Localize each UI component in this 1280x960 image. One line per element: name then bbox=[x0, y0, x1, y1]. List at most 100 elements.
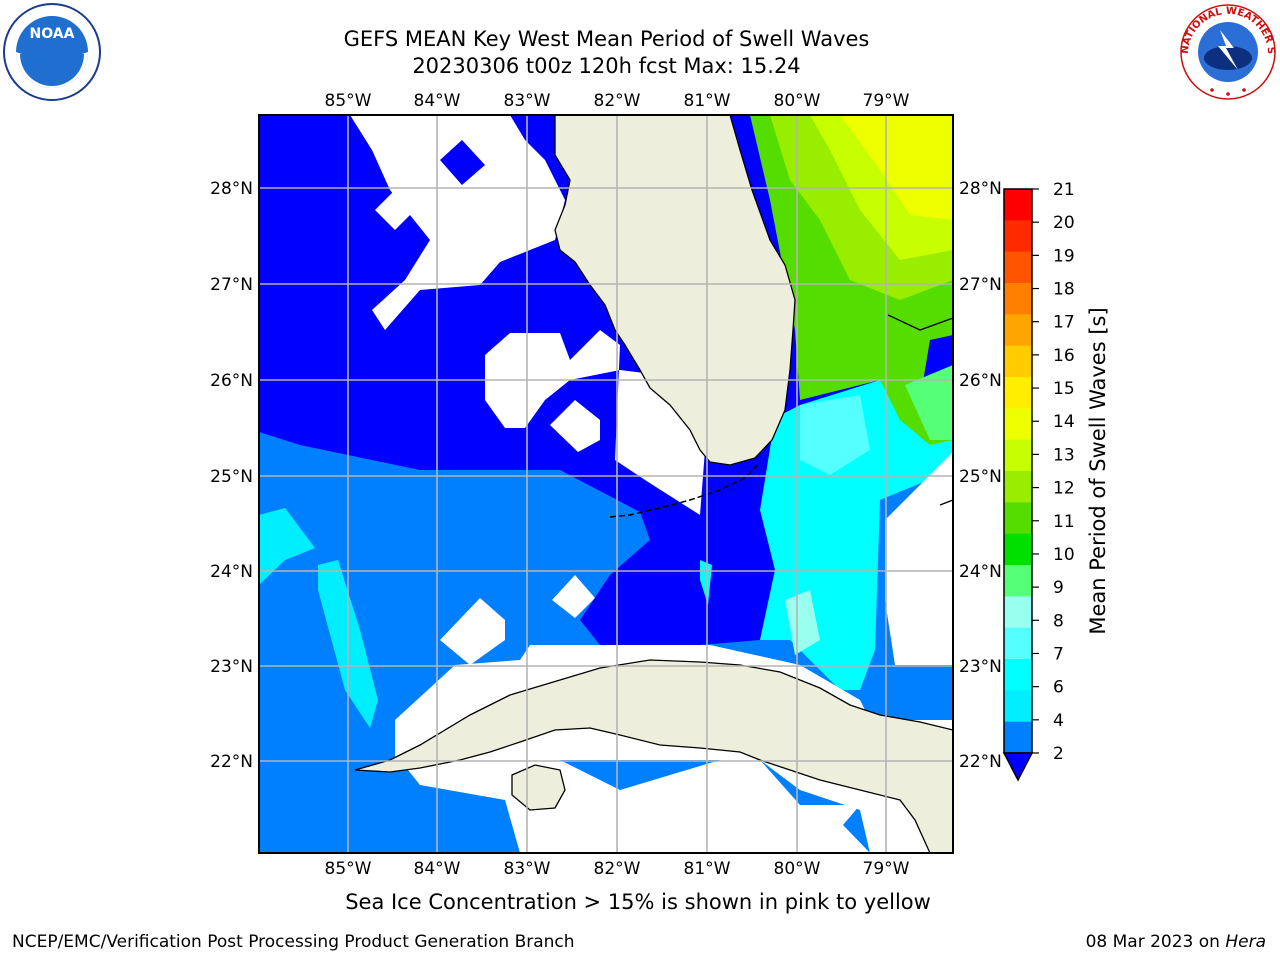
no-data-diamond-2 bbox=[550, 400, 600, 452]
lon-label: 81°W bbox=[684, 91, 731, 111]
colorbar-ticks: 21 20 19 18 17 16 15 14 13 12 11 10 9 8 7 6 4 2 bbox=[1032, 180, 1075, 764]
colorbar-swatch bbox=[1004, 533, 1032, 566]
map-title: GEFS MEAN Key West Mean Period of Swell … bbox=[343, 27, 870, 51]
lon-labels-bottom: 85°W 84°W 83°W 82°W 81°W 80°W 79°W bbox=[325, 859, 910, 879]
lat-label: 23°N bbox=[959, 657, 1002, 677]
sea-ice-caption: Sea Ice Concentration > 15% is shown in … bbox=[345, 890, 931, 914]
map-subtitle: 20230306 t00z 120h fcst Max: 15.24 bbox=[412, 54, 801, 78]
colorbar-swatch bbox=[1004, 471, 1032, 503]
colorbar-swatch bbox=[1004, 502, 1032, 535]
swell-band-9-10 bbox=[905, 365, 953, 440]
no-data-diamond bbox=[375, 190, 415, 230]
lat-label: 27°N bbox=[959, 275, 1002, 295]
colorbar-tick-label: 15 bbox=[1053, 379, 1075, 399]
lat-label: 24°N bbox=[959, 562, 1002, 582]
colorbar-swatch bbox=[1004, 220, 1032, 253]
nws-logo: NATIONAL WEATHER SERVICE bbox=[1178, 2, 1276, 100]
no-data-region-gulf-north bbox=[350, 115, 565, 330]
colorbar-tick-label: 14 bbox=[1053, 412, 1075, 432]
lon-label: 79°W bbox=[863, 859, 910, 879]
lon-label: 84°W bbox=[414, 859, 461, 879]
lon-label: 82°W bbox=[594, 91, 641, 111]
noaa-logo: NOAA bbox=[3, 3, 101, 101]
lon-label: 83°W bbox=[504, 859, 551, 879]
colorbar-swatch bbox=[1004, 408, 1032, 441]
no-data-diamond-3 bbox=[440, 598, 505, 665]
lat-labels-right: 28°N 27°N 26°N 25°N 24°N 23°N 22°N bbox=[959, 179, 1002, 772]
colorbar-tick-label: 17 bbox=[1053, 313, 1075, 333]
colorbar-tick-label: 16 bbox=[1053, 346, 1075, 366]
lon-label: 85°W bbox=[325, 91, 372, 111]
lon-label: 80°W bbox=[774, 859, 821, 879]
colorbar-swatch bbox=[1004, 627, 1032, 660]
lat-label: 24°N bbox=[210, 562, 253, 582]
colorbar-swatch bbox=[1004, 596, 1032, 629]
lon-label: 85°W bbox=[325, 859, 372, 879]
lon-labels-top: 85°W 84°W 83°W 82°W 81°W 80°W 79°W bbox=[325, 91, 910, 111]
colorbar-tick-label: 7 bbox=[1053, 644, 1064, 664]
colorbar-tick-label: 8 bbox=[1053, 611, 1064, 631]
colorbar-label: Mean Period of Swell Waves [s] bbox=[1086, 307, 1110, 634]
colorbar-swatch bbox=[1004, 345, 1032, 378]
colorbar bbox=[1004, 189, 1032, 754]
colorbar-tick-label: 19 bbox=[1053, 246, 1075, 266]
lat-label: 28°N bbox=[959, 179, 1002, 199]
lon-label: 83°W bbox=[504, 91, 551, 111]
lat-label: 26°N bbox=[210, 371, 253, 391]
footer-date-text: 08 Mar 2023 on bbox=[1085, 932, 1226, 952]
colorbar-tick-label: 18 bbox=[1053, 280, 1075, 300]
lat-label: 25°N bbox=[959, 467, 1002, 487]
colorbar-tick-label: 6 bbox=[1053, 678, 1064, 698]
colorbar-swatch bbox=[1004, 565, 1032, 597]
swell-band-13-14 bbox=[840, 115, 953, 220]
florida-keys bbox=[609, 461, 761, 518]
florida-land bbox=[554, 115, 796, 466]
lat-label: 26°N bbox=[959, 371, 1002, 391]
colorbar-tick-label: 10 bbox=[1053, 545, 1075, 565]
swell-band-4-6-west bbox=[259, 508, 315, 585]
lon-label: 80°W bbox=[774, 91, 821, 111]
footer-system: Hera bbox=[1225, 932, 1266, 952]
colorbar-tick-label: 4 bbox=[1053, 711, 1064, 731]
colorbar-tick-label: 11 bbox=[1053, 512, 1075, 532]
swell-band-8-9 bbox=[785, 590, 820, 655]
lat-labels-left: 28°N 27°N 26°N 25°N 24°N 23°N 22°N bbox=[210, 179, 253, 772]
colorbar-swatch bbox=[1004, 659, 1032, 691]
cuba-land bbox=[354, 659, 953, 853]
bahamas-coast bbox=[887, 314, 953, 331]
swell-band-7-8 bbox=[800, 395, 870, 475]
colorbar-tick-label: 2 bbox=[1053, 744, 1064, 764]
no-data-region-bahamas bbox=[885, 452, 953, 665]
colorbar-swatch bbox=[1004, 189, 1032, 221]
colorbar-swatch bbox=[1004, 439, 1032, 472]
map-frame bbox=[258, 114, 954, 854]
noaa-logo-text: NOAA bbox=[30, 26, 75, 42]
footer-date: 08 Mar 2023 on Hera bbox=[1086, 932, 1266, 952]
colorbar-swatch bbox=[1004, 251, 1032, 284]
no-data-diamond-4 bbox=[552, 575, 595, 618]
lat-label: 22°N bbox=[959, 752, 1002, 772]
ocean-pocket bbox=[440, 140, 485, 185]
map-gridlines bbox=[259, 115, 953, 853]
colorbar-swatch bbox=[1004, 721, 1032, 754]
lon-label: 79°W bbox=[863, 91, 910, 111]
colorbar-tick-label: 13 bbox=[1053, 445, 1075, 465]
colorbar-extend-arrow bbox=[1002, 752, 1034, 782]
isla-juventud-land bbox=[511, 764, 566, 811]
bahamas-coast-2 bbox=[939, 499, 953, 506]
lon-label: 81°W bbox=[684, 859, 731, 879]
map-area bbox=[259, 115, 953, 853]
lat-label: 22°N bbox=[210, 752, 253, 772]
colorbar-swatch bbox=[1004, 690, 1032, 723]
colorbar-swatch bbox=[1004, 283, 1032, 315]
lat-label: 27°N bbox=[210, 275, 253, 295]
lat-label: 23°N bbox=[210, 657, 253, 677]
colorbar-tick-label: 9 bbox=[1053, 578, 1064, 598]
lat-label: 28°N bbox=[210, 179, 253, 199]
colorbar-tick-label: 20 bbox=[1053, 213, 1075, 233]
lon-label: 82°W bbox=[594, 859, 641, 879]
footer-credit: NCEP/EMC/Verification Post Processing Pr… bbox=[12, 932, 575, 952]
colorbar-frame bbox=[1003, 188, 1033, 754]
colorbar-tick-label: 12 bbox=[1053, 479, 1075, 499]
